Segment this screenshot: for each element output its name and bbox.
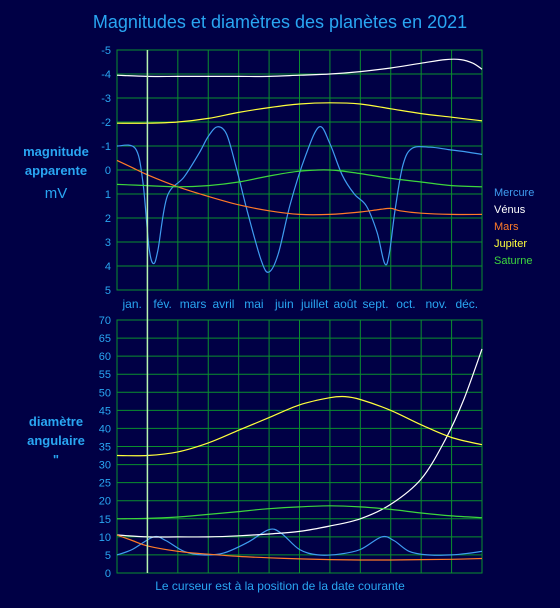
magnitude-ytick-label: 2 [105,213,111,225]
magnitude-ytick-label: -2 [101,117,111,129]
diameter-label-line1: diamètre [28,414,84,429]
diameter-label-line2: angulaire [27,433,85,448]
footer-note: Le curseur est à la position de la date … [155,579,405,593]
magnitude-series-mars [116,159,483,216]
diameter-ytick-label: 25 [99,478,111,490]
chart-title: Magnitudes et diamètres des planètes en … [92,12,468,32]
diameter-ytick-label: 0 [105,568,111,580]
magnitude-series-jupiter [116,102,483,124]
magnitude-ytick-label: 4 [105,261,111,273]
legend-item-mercure: Mercure [494,187,535,199]
month-label: fév. [153,297,171,311]
diameter-ytick-label: 50 [99,387,111,399]
month-label: juillet [300,297,329,311]
magnitude-series-mercure [116,126,483,273]
diameter-ytick-label: 15 [99,514,111,526]
magnitude-ytick-label: 5 [105,285,111,297]
diameter-label-line3: " [52,452,60,467]
diameter-ytick-label: 70 [99,315,111,327]
diameter-ytick-label: 10 [99,532,111,544]
diameter-series-jupiter [116,395,483,457]
magnitude-ytick-label: -3 [101,93,111,105]
diameter-ytick-label: 40 [99,423,111,435]
legend-item-mars: Mars [494,221,519,233]
magnitude-label-line3: mV [44,185,68,202]
month-label: jan. [122,297,142,311]
magnitude-series-saturne [116,169,483,188]
month-label: juin [274,297,294,311]
month-label: déc. [455,297,478,311]
month-label: sept. [363,297,389,311]
diameter-ytick-label: 30 [99,460,111,472]
magnitude-ytick-label: -4 [101,69,111,81]
diameter-series-mercure [116,528,483,556]
diameter-series-saturne [116,505,483,520]
month-label: oct. [396,297,415,311]
legend-item-jupiter: Jupiter [494,238,528,250]
diameter-series-vnus [116,348,483,538]
month-label: avril [212,297,234,311]
month-label: août [333,297,357,311]
legend: Mercure Vénus Mars Jupiter Saturne [494,185,534,270]
magnitude-label-line2: apparente [24,163,88,178]
diameter-ytick-label: 35 [99,442,111,454]
month-label: nov. [425,297,447,311]
diameter-series-mars [116,534,483,561]
diameter-ytick-label: 55 [99,369,111,381]
magnitude-ytick-label: 1 [105,189,111,201]
month-label: mai [244,297,263,311]
legend-item-venus: Vénus [494,204,526,216]
magnitude-label-line1: magnitude [23,144,89,159]
diameter-axis-label: diamètre angulaire " [10,412,102,469]
magnitude-series-vnus [116,58,483,78]
legend-item-saturne: Saturne [494,255,533,267]
diameter-ytick-label: 65 [99,333,111,345]
diameter-ytick-label: 45 [99,405,111,417]
diameter-ytick-label: 60 [99,351,111,363]
magnitude-ytick-label: 0 [105,165,111,177]
magnitude-ytick-label: -5 [101,45,111,57]
month-label: mars [180,297,207,311]
magnitude-ytick-label: 3 [105,237,111,249]
diameter-ytick-label: 20 [99,496,111,508]
magnitude-axis-label: magnitude apparente mV [10,142,102,203]
magnitude-ytick-label: -1 [101,141,111,153]
diameter-ytick-label: 5 [105,550,111,562]
